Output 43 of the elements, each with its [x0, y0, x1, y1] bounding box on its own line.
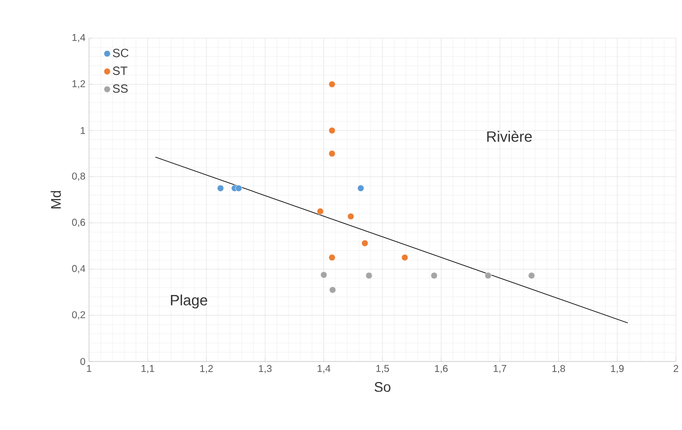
x-tick-label: 1,3: [258, 365, 272, 374]
x-tick-label: 1: [87, 365, 92, 372]
legend-label: SC: [112, 48, 128, 58]
annotation: Rivière: [487, 130, 532, 142]
x-tick-label: 2: [674, 365, 678, 372]
x-tick-label: 1,7: [494, 365, 506, 374]
point: [484, 272, 492, 280]
point: [320, 272, 328, 278]
x-tick-label: 1,4: [318, 365, 330, 374]
y-tick-label: 0,6: [72, 219, 86, 228]
point: [357, 185, 364, 192]
y-tick-label: 0,2: [72, 311, 86, 320]
point: [366, 272, 372, 280]
y-tick-label: 0,4: [72, 265, 86, 274]
legend-label: SS: [112, 84, 128, 94]
point: [361, 240, 368, 247]
point: [217, 185, 224, 192]
point: [328, 127, 336, 134]
point: [328, 81, 336, 88]
point: [235, 185, 242, 192]
y-tick-label: 0,8: [72, 172, 86, 182]
point: [328, 150, 336, 158]
x-tick-label: 1,8: [552, 365, 566, 374]
point: [316, 208, 324, 215]
legend-label: ST: [112, 66, 128, 76]
x-axis-title: So: [374, 382, 390, 392]
y-tick-label: 0: [80, 358, 86, 366]
x-tick-label: 1,1: [142, 365, 154, 374]
y-tick-label: 1: [80, 127, 86, 134]
point: [528, 272, 535, 280]
y-axis-title: Md: [50, 191, 61, 209]
point: [430, 272, 438, 280]
annotation: Plage: [170, 294, 208, 309]
point: [329, 286, 336, 294]
x-tick-label: 1,2: [200, 365, 213, 374]
x-tick-label: 1,6: [435, 365, 448, 374]
point: [401, 254, 408, 262]
y-tick-label: 1,4: [72, 34, 86, 42]
point: [347, 213, 354, 220]
x-tick-label: 1,9: [611, 365, 624, 374]
y-tick-label: 1,2: [72, 80, 86, 89]
x-tick-label: 1,5: [376, 365, 389, 374]
point: [328, 254, 336, 262]
